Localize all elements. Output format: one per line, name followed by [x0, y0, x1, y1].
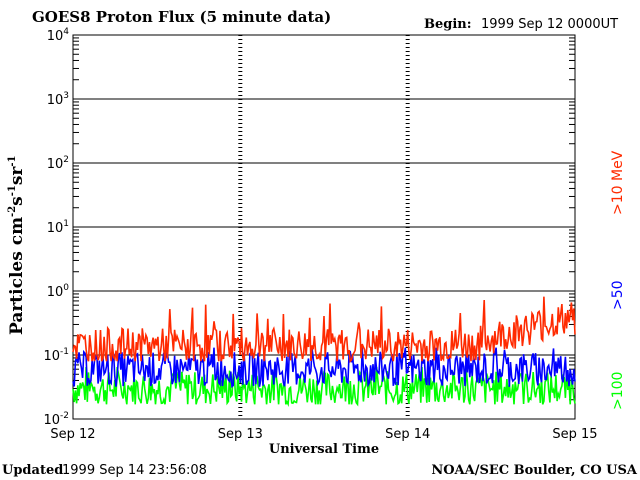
- credit-text: NOAA/SEC Boulder, CO USA: [431, 463, 638, 478]
- begin-value: 1999 Sep 12 0000UT: [481, 17, 618, 32]
- legend-item: >10 MeV: [610, 150, 626, 215]
- legend: >10 MeV >50 >100: [610, 150, 626, 410]
- begin-label: Begin:: [424, 17, 472, 32]
- y-tick-label: 10-2: [43, 411, 69, 428]
- series-line-gt50: [72, 347, 576, 389]
- x-tick-label: Sep 14: [385, 427, 430, 442]
- x-axis-label: Universal Time: [269, 442, 379, 457]
- y-tick-label: 100: [47, 283, 70, 300]
- y-tick-label: 103: [47, 91, 69, 108]
- y-axis-label: Particles cm-2s-1sr-1: [7, 156, 27, 336]
- y-tick-label: 102: [47, 155, 69, 172]
- grid-lines: [73, 35, 575, 419]
- legend-item: >50: [610, 280, 626, 310]
- x-tick-label: Sep 13: [218, 427, 263, 442]
- x-tick-label: Sep 12: [50, 427, 95, 442]
- legend-item: >100: [610, 372, 626, 410]
- updated-value: 1999 Sep 14 23:56:08: [62, 463, 207, 478]
- series-line-gt10: [72, 296, 576, 363]
- x-tick-labels: Sep 12 Sep 13 Sep 14 Sep 15: [50, 427, 597, 442]
- chart-title: GOES8 Proton Flux (5 minute data): [32, 8, 331, 26]
- x-tick-label: Sep 15: [552, 427, 597, 442]
- y-tick-label: 101: [47, 219, 69, 236]
- y-tick-label: 104: [47, 27, 70, 44]
- updated-label: Updated: [2, 463, 63, 478]
- series-layer: [72, 296, 576, 407]
- y-tick-label: 10-1: [43, 347, 69, 364]
- y-tick-labels: 104 103 102 101 100 10-1 10-2: [43, 27, 69, 428]
